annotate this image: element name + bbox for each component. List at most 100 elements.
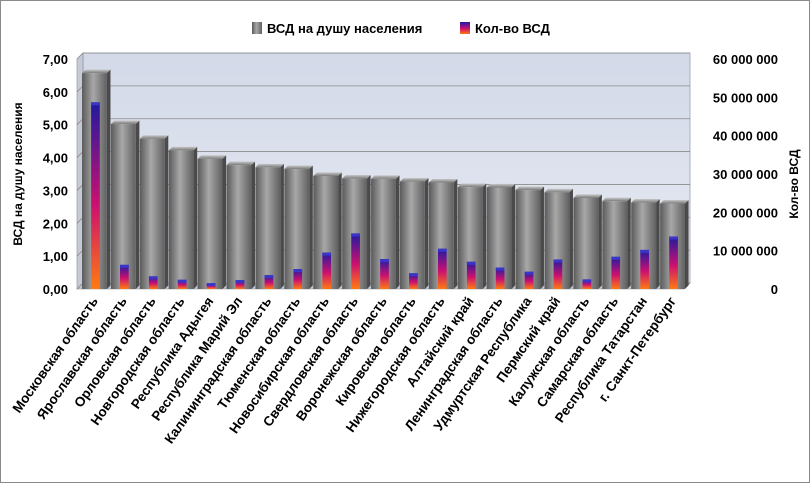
bar-per-capita-side (569, 188, 573, 289)
bar-group (110, 120, 140, 289)
y-left-tick-label: 2,00 (43, 216, 68, 231)
y-right-tick-label: 60 000 000 (713, 52, 778, 67)
bar-group (486, 183, 516, 289)
bar-per-capita-top (457, 183, 487, 188)
legend-label: Кол-во ВСД (475, 21, 551, 36)
y-left-tick-label: 3,00 (43, 183, 68, 198)
y-left-tick-label: 1,00 (43, 249, 68, 264)
bar-count (120, 264, 129, 289)
bar-count (264, 275, 274, 289)
bar-per-capita-top (255, 163, 284, 168)
bar-per-capita-top (313, 172, 342, 176)
bar-per-capita (284, 169, 310, 289)
y-left-tick-label: 7,00 (43, 52, 68, 67)
bar-per-capita-side (367, 175, 371, 289)
bar-count (669, 236, 678, 289)
bar-group (631, 198, 660, 289)
bar-per-capita-top (226, 161, 256, 166)
bar-per-capita (573, 197, 599, 289)
bar-count (611, 256, 621, 289)
bar-per-capita-side (135, 120, 140, 289)
bar-per-capita-top (544, 188, 573, 193)
legend-swatch-count (460, 22, 470, 34)
bar-per-capita-top (342, 175, 371, 179)
bar-group (544, 188, 573, 289)
bar-count-top (640, 249, 649, 253)
bar-count (582, 279, 592, 289)
bar-group (573, 194, 602, 289)
bar-per-capita (110, 124, 136, 289)
bar-count-top (437, 248, 447, 252)
bar-group (139, 135, 169, 289)
bar-group (457, 183, 487, 289)
bar-per-capita-side (627, 197, 631, 289)
bar-group (284, 165, 313, 289)
legend: ВСД на душу населения Кол-во ВСД (252, 21, 551, 36)
bar-per-capita-side (309, 165, 313, 289)
bar-count-top (466, 261, 476, 265)
bar-group (197, 155, 227, 289)
bar-group (313, 172, 342, 289)
bar-count (409, 273, 418, 289)
bar-per-capita-side (222, 155, 227, 289)
bar-per-capita-side (395, 175, 400, 289)
bar-count (91, 102, 100, 289)
bar-count (177, 279, 187, 289)
bar-per-capita-top (139, 135, 169, 139)
bar-count (235, 280, 245, 289)
bar-count-top (148, 276, 158, 280)
bar-per-capita-top (168, 146, 198, 151)
bar-per-capita-top (515, 186, 545, 191)
bar-per-capita-side (482, 183, 487, 289)
bar-count (524, 271, 534, 289)
bar-group (168, 146, 198, 289)
bar-count (148, 276, 158, 289)
bar-count-top (264, 275, 274, 279)
legend-item: Кол-во ВСД (460, 21, 551, 36)
bar-count-top (351, 233, 360, 237)
bar-count (437, 248, 447, 289)
y-left-tick-label: 5,00 (43, 118, 68, 133)
bar-per-capita-side (280, 163, 284, 289)
bar-per-capita (168, 150, 194, 289)
bar-per-capita-top (602, 197, 631, 202)
bar-group (255, 163, 284, 289)
bar-per-capita-top (197, 155, 227, 159)
bar-count-top (206, 283, 216, 287)
bar-per-capita-side (656, 198, 660, 289)
bar-count-top (409, 273, 418, 277)
bar-count-top (553, 259, 563, 263)
bar-count-top (322, 252, 332, 256)
y-left-axis-title: ВСД на душу населения (11, 102, 25, 245)
bar-per-capita-top (631, 198, 660, 203)
bar-per-capita-side (164, 135, 169, 289)
bar-count-top (611, 256, 621, 260)
bar-per-capita-side (511, 183, 516, 289)
bar-group (602, 197, 631, 289)
y-right-tick-label: 10 000 000 (713, 244, 778, 259)
bar-per-capita-top (573, 194, 602, 198)
bar-group (660, 199, 689, 289)
bar-per-capita-side (598, 194, 602, 289)
bar-per-capita-side (684, 199, 689, 289)
bar-count (380, 259, 389, 289)
bar-per-capita-side (424, 177, 429, 289)
bar-group (226, 161, 256, 289)
bar-count-top (669, 236, 678, 240)
legend-label: ВСД на душу населения (267, 21, 422, 36)
bar-per-capita (226, 165, 252, 289)
bar-per-capita-top (371, 175, 400, 179)
bar-count-top (582, 279, 592, 283)
bar-per-capita-side (453, 178, 458, 289)
bar-count (466, 261, 476, 289)
y-right-tick-label: 50 000 000 (713, 90, 778, 105)
y-right-tick-label: 0 (771, 282, 778, 297)
legend-item: ВСД на душу населения (252, 21, 422, 36)
bar-group (371, 175, 400, 289)
bar-per-capita-side (106, 69, 111, 290)
bar-per-capita-side (338, 172, 342, 289)
bar-count (322, 252, 332, 289)
bar-per-capita-side (251, 161, 256, 289)
bar-per-capita-side (540, 186, 545, 289)
